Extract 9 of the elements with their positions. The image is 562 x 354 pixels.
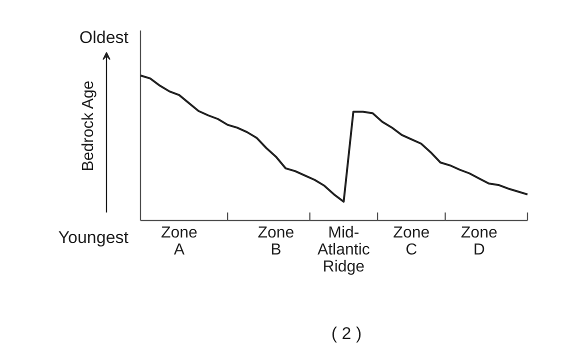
x-tick-label: Zone D (460, 224, 498, 258)
x-tick-label: Zone C (393, 224, 430, 258)
x-tick-label: Zone A (160, 224, 198, 258)
text: Oldest (79, 28, 129, 47)
y-axis-title: Bedrock Age (80, 80, 97, 172)
text: ( 2 ) (331, 324, 362, 343)
x-tick-label: Mid-Atlantic Ridge (317, 224, 370, 276)
x-tick-label: Zone B (258, 224, 294, 258)
text: Youngest (58, 228, 129, 247)
